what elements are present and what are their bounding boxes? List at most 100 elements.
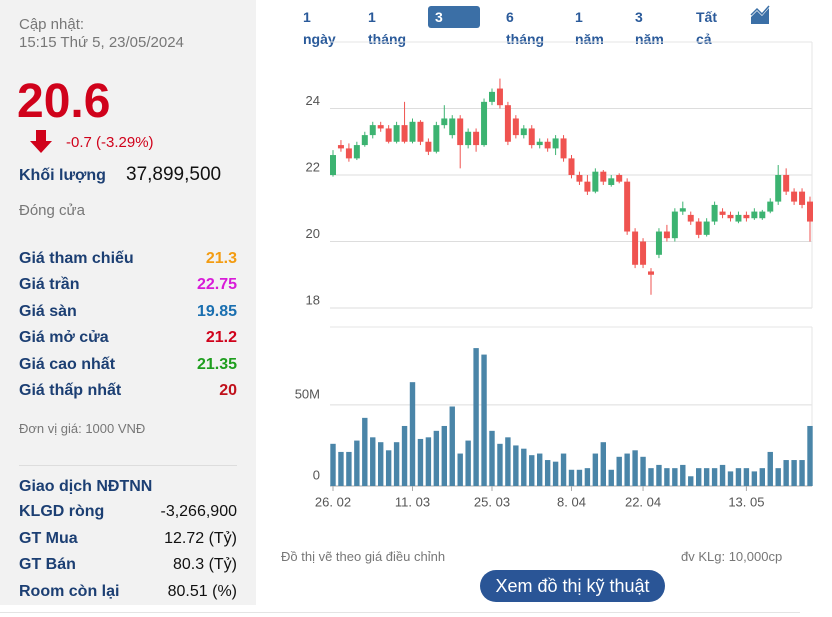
volume-bar: [537, 453, 543, 486]
volume-bar: [751, 471, 758, 486]
candle-body: [337, 145, 344, 149]
y-tick-label: 50M: [295, 386, 320, 401]
row-value: 80.3 (Tỷ): [172, 556, 237, 573]
tab[interactable]: Tất cả: [696, 9, 717, 47]
y-tick-label: 0: [313, 467, 320, 482]
volume-bar: [791, 460, 797, 486]
volume-bar: [417, 438, 424, 486]
volume-bar: [584, 468, 591, 486]
volume-bar: [632, 450, 638, 486]
candle-body: [775, 175, 782, 202]
technical-chart-button[interactable]: Xem đồ thị kỹ thuật: [480, 570, 665, 602]
volume-bar: [568, 469, 575, 486]
volume-bar: [552, 461, 559, 486]
row-value: 21.35: [196, 355, 237, 373]
candle-body: [377, 125, 384, 129]
volume-bar: [680, 464, 686, 486]
volume-bar: [489, 430, 495, 486]
candle-body: [608, 178, 615, 185]
candle-body: [616, 175, 623, 182]
tab[interactable]: 1 ngày: [303, 9, 336, 47]
candle-body: [489, 91, 495, 102]
candle-body: [727, 214, 734, 219]
volume-bar: [560, 453, 567, 486]
tab[interactable]: 6 tháng: [506, 9, 545, 47]
candle-body: [632, 231, 639, 265]
tab[interactable]: 3 năm: [635, 9, 664, 47]
candle-body: [520, 128, 527, 136]
candle-body: [576, 175, 583, 182]
row-value: -3,266,900: [160, 503, 237, 520]
candle-body: [663, 231, 670, 239]
volume-bar: [497, 443, 503, 486]
volume-bar: [409, 382, 416, 486]
volume-bar: [735, 468, 742, 486]
volume-bar: [393, 442, 400, 486]
row-value: 12.72 (Tỷ): [164, 529, 237, 547]
candle-body: [648, 271, 654, 275]
candle-body: [449, 118, 456, 136]
volume-bar: [727, 471, 734, 486]
x-tick-label: 22. 04: [625, 494, 661, 509]
tab[interactable]: 1 năm: [575, 9, 604, 47]
y-tick-label: 22: [306, 159, 320, 174]
candle-body: [361, 135, 368, 146]
volume-bar: [449, 406, 455, 486]
tab[interactable]: 1 tháng: [368, 9, 407, 47]
sidebar: Cập nhật: 15:15 Thứ 5, 23/05/2024 20.6 -…: [0, 0, 256, 605]
tab[interactable]: 3 tháng: [428, 6, 481, 47]
volume-bar: [481, 354, 487, 486]
row-value: 21.2: [205, 329, 237, 347]
candle-body: [807, 201, 813, 222]
row-label: GT Mua: [19, 529, 78, 547]
row-label: Giá thấp nhất: [19, 382, 122, 399]
volume-bar: [592, 453, 599, 486]
volume-bar: [783, 460, 789, 486]
foreign-title: Giao dịch NĐTNN: [19, 478, 153, 495]
row-value: 19.85: [196, 302, 237, 320]
candle-body: [791, 191, 798, 202]
candle-body: [457, 118, 464, 146]
volume-bar: [465, 440, 471, 486]
volume-bar: [616, 456, 622, 486]
chart-icon[interactable]: [750, 5, 770, 25]
candle-body: [393, 125, 400, 142]
candle-body: [655, 231, 662, 255]
candle-body: [369, 125, 376, 136]
volume-bar: [354, 440, 360, 486]
updated-time: 15:15 Thứ 5, 23/05/2024: [19, 34, 184, 51]
volume-bar: [624, 453, 630, 486]
volume-bar: [664, 468, 670, 486]
candle-body: [560, 138, 567, 159]
price-change: -0.7 (-3.29%): [66, 134, 154, 151]
candle-body: [751, 211, 758, 219]
candle-body: [465, 131, 472, 146]
volume-bar: [330, 443, 336, 486]
volume-bar: [775, 468, 781, 486]
candle-body: [544, 141, 551, 149]
volume-bar: [338, 451, 344, 486]
candle-body: [552, 138, 559, 149]
volume-bar: [696, 468, 702, 486]
volume-bar: [640, 456, 646, 486]
candle-body: [353, 145, 360, 159]
candle-body: [385, 128, 392, 142]
status: Đóng cửa: [19, 202, 85, 219]
chart: 18 20 22 24 0 50M 26. 02 11. 03 25. 03 8. 04 22. 0…: [295, 41, 813, 509]
candle-body: [743, 214, 750, 219]
y-tick-label: 24: [306, 93, 320, 108]
price: 20.6: [17, 75, 111, 128]
candle-body: [799, 191, 806, 205]
volume-bar: [688, 476, 694, 486]
volume-bar: [656, 464, 662, 486]
volume-label: Khối lượng: [19, 167, 106, 184]
candle-body: [528, 128, 535, 146]
candle-body: [568, 158, 575, 175]
row-label: Giá cao nhất: [19, 355, 116, 373]
volume: 37,899,500: [126, 164, 222, 185]
candle-body: [592, 171, 599, 192]
row-label: GT Bán: [19, 556, 76, 573]
candle-body: [417, 121, 424, 142]
x-tick-label: 11. 03: [395, 494, 430, 509]
volume-bar: [807, 425, 813, 486]
